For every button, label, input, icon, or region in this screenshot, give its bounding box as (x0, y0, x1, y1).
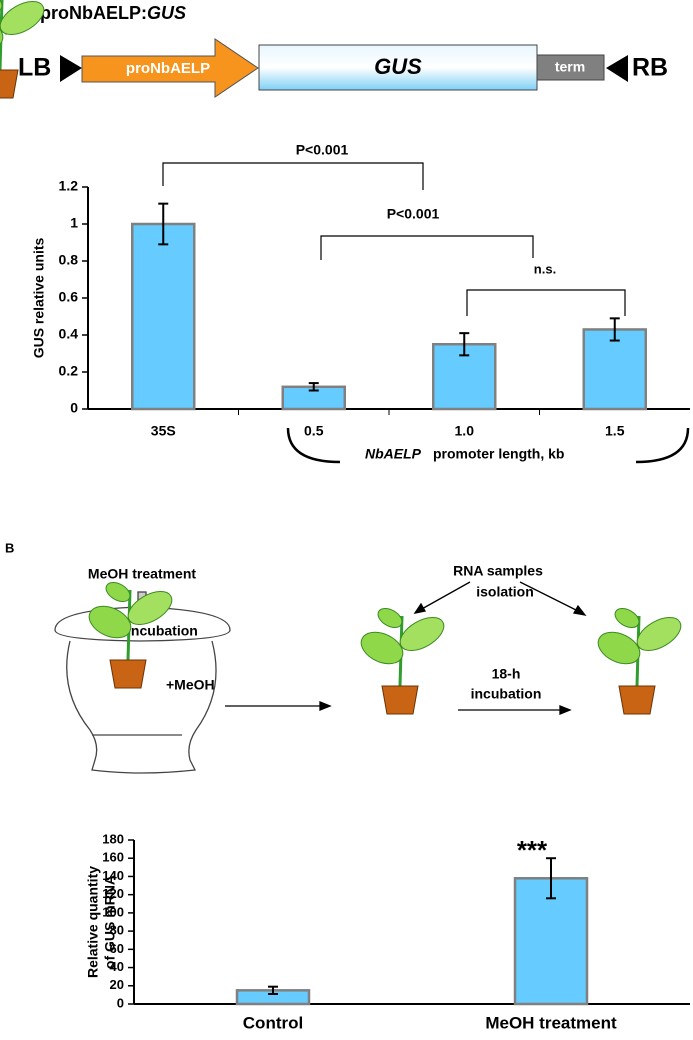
plant (591, 603, 688, 716)
x-tick-label: 1.0 (455, 423, 475, 439)
y-tick-label: 0 (70, 400, 78, 416)
bar (582, 328, 647, 411)
construct-title-gene: GUS (147, 3, 186, 23)
y-tick-label: 40 (110, 959, 124, 974)
y-axis-title: GUS relative units (31, 237, 47, 358)
leaf (0, 15, 4, 49)
y-tick-label: 0.2 (59, 363, 79, 379)
y-tick-label: 0 (117, 995, 124, 1010)
promoter-label: proNbAELP (126, 60, 210, 77)
leaf (0, 1, 45, 35)
y-axis-title: Relative quantity (85, 866, 101, 978)
arrowhead (572, 604, 587, 616)
incubation-label: incubation (471, 686, 542, 702)
x-tick-label: 0.5 (304, 423, 324, 439)
y-tick-label: 0.4 (59, 326, 79, 342)
bracket (466, 289, 626, 316)
annotation: P<0.001 (387, 206, 440, 222)
bracket (162, 162, 424, 190)
treatment-label: MeOH treatment (88, 566, 196, 582)
terminator-label: term (555, 59, 585, 75)
annotation: n.s. (534, 261, 556, 276)
brace-right (635, 427, 690, 464)
arrow (519, 581, 581, 613)
significance-brackets (162, 162, 626, 316)
arrows (225, 581, 587, 715)
x-tick-label: Control (243, 1013, 303, 1032)
x-tick-label: 35S (151, 423, 176, 439)
arrowhead (413, 602, 427, 614)
brace-left (286, 427, 341, 464)
y-tick-label: 0.8 (59, 252, 79, 268)
y-tick-label: 180 (102, 831, 124, 846)
plant (0, 0, 45, 99)
bracket (320, 235, 534, 260)
y-tick-label: 140 (102, 868, 124, 883)
panel-label: B (5, 540, 14, 555)
annotation: P<0.001 (296, 142, 349, 158)
x-tick-label: MeOH treatment (485, 1013, 617, 1032)
arrowhead (319, 701, 332, 711)
annotation: *** (517, 835, 548, 865)
y-axis-title: of GUS mRNA (102, 875, 118, 969)
samples-label: RNA samples (453, 563, 543, 579)
y-tick-label: 100 (102, 904, 124, 919)
y-tick-label: 0.6 (59, 289, 79, 305)
x-axis-title: promoter length, kb (433, 446, 564, 462)
y-tick-label: 1.2 (59, 178, 79, 194)
right-border: RB (632, 54, 668, 82)
jar-body (66, 640, 217, 774)
bar (131, 222, 196, 411)
promoter-arrow (81, 38, 259, 98)
rb-arrow (606, 55, 628, 82)
gene-label: GUS (374, 54, 422, 79)
y-tick-label: 160 (102, 850, 124, 865)
arrow (419, 581, 471, 611)
leaf (0, 0, 3, 12)
y-tick-label: 1 (70, 215, 78, 231)
construct-title: proNbAELP:GUS (40, 3, 186, 23)
lb-arrow (60, 55, 82, 82)
terminator-box (536, 54, 605, 81)
y-tick-label: 60 (110, 941, 124, 956)
y-tick-label: 120 (102, 886, 124, 901)
x-tick-label: 1.5 (605, 423, 625, 439)
samples-label: isolation (476, 584, 534, 600)
x-axis-title-gene: NbAELP (365, 446, 422, 462)
y-tick-label: 80 (110, 923, 124, 938)
promoter-group-brace (286, 427, 690, 464)
arrowhead (559, 705, 572, 715)
additive-label: +MeOH (166, 677, 215, 693)
incubation-label: 18-h (492, 666, 521, 682)
pot (0, 69, 19, 99)
left-border: LB (18, 54, 51, 82)
plant (354, 603, 451, 716)
y-tick-label: 20 (110, 977, 124, 992)
construct-title-prefix: proNbAELP: (40, 3, 147, 23)
